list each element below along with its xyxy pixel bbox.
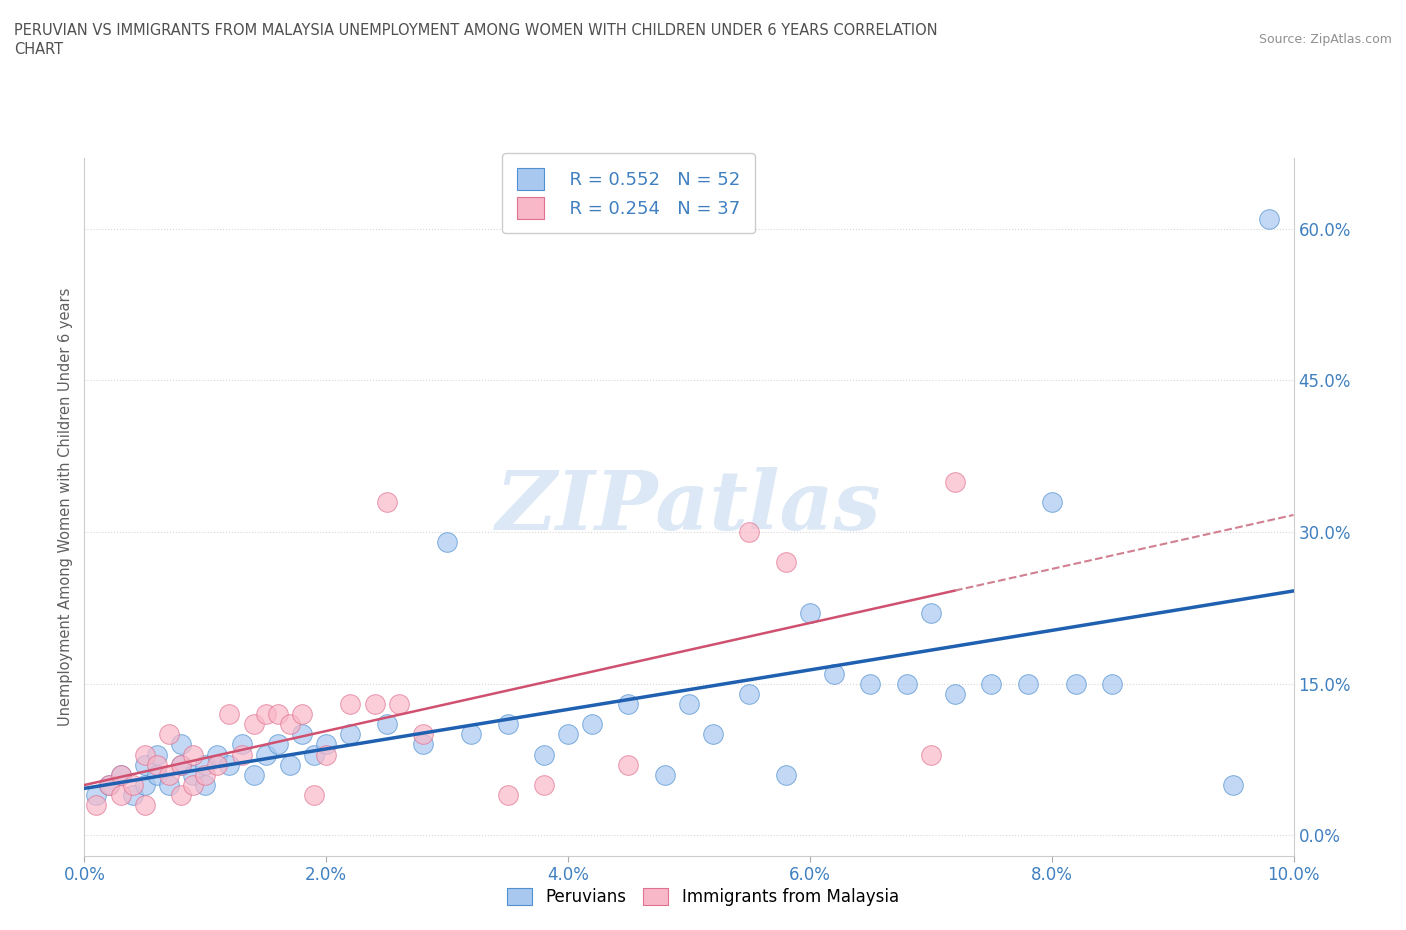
Point: [1017, 676, 1039, 691]
Point: [134, 747, 156, 762]
Point: [194, 767, 217, 782]
Point: [157, 727, 180, 742]
Point: [533, 777, 555, 792]
Point: [315, 737, 337, 751]
Point: [581, 717, 603, 732]
Text: Source: ZipAtlas.com: Source: ZipAtlas.com: [1258, 33, 1392, 46]
Point: [86, 798, 108, 813]
Point: [134, 798, 156, 813]
Point: [1064, 676, 1087, 691]
Point: [412, 727, 434, 742]
Point: [617, 757, 640, 772]
Point: [678, 697, 700, 711]
Legend:   R = 0.552   N = 52,   R = 0.254   N = 37: R = 0.552 N = 52, R = 0.254 N = 37: [502, 153, 755, 233]
Point: [436, 535, 458, 550]
Point: [1101, 676, 1123, 691]
Point: [533, 747, 555, 762]
Point: [617, 697, 640, 711]
Point: [231, 747, 253, 762]
Legend: Peruvians, Immigrants from Malaysia: Peruvians, Immigrants from Malaysia: [501, 881, 905, 912]
Point: [388, 697, 411, 711]
Point: [146, 747, 169, 762]
Point: [654, 767, 676, 782]
Point: [859, 676, 882, 691]
Point: [170, 788, 193, 803]
Point: [181, 777, 204, 792]
Point: [254, 747, 277, 762]
Point: [302, 747, 325, 762]
Point: [278, 757, 301, 772]
Point: [170, 757, 193, 772]
Point: [267, 707, 290, 722]
Point: [943, 686, 966, 701]
Point: [460, 727, 482, 742]
Point: [375, 495, 398, 510]
Point: [496, 717, 519, 732]
Point: [110, 767, 132, 782]
Point: [121, 777, 143, 792]
Point: [181, 747, 204, 762]
Point: [920, 605, 942, 620]
Point: [207, 757, 229, 772]
Point: [134, 757, 156, 772]
Point: [157, 777, 180, 792]
Point: [242, 767, 264, 782]
Point: [181, 767, 204, 782]
Point: [254, 707, 277, 722]
Point: [1222, 777, 1244, 792]
Point: [207, 747, 229, 762]
Point: [339, 697, 361, 711]
Point: [775, 555, 797, 570]
Point: [738, 686, 761, 701]
Point: [291, 707, 314, 722]
Point: [799, 605, 821, 620]
Point: [86, 788, 108, 803]
Point: [134, 777, 156, 792]
Point: [194, 777, 217, 792]
Point: [496, 788, 519, 803]
Point: [557, 727, 579, 742]
Point: [702, 727, 724, 742]
Point: [146, 757, 169, 772]
Point: [170, 737, 193, 751]
Point: [121, 788, 143, 803]
Point: [242, 717, 264, 732]
Point: [97, 777, 120, 792]
Point: [1258, 211, 1281, 226]
Point: [110, 767, 132, 782]
Point: [920, 747, 942, 762]
Point: [980, 676, 1002, 691]
Point: [291, 727, 314, 742]
Point: [896, 676, 918, 691]
Point: [302, 788, 325, 803]
Point: [363, 697, 385, 711]
Text: ZIPatlas: ZIPatlas: [496, 467, 882, 547]
Point: [267, 737, 290, 751]
Point: [110, 788, 132, 803]
Point: [823, 666, 845, 681]
Point: [339, 727, 361, 742]
Point: [738, 525, 761, 539]
Point: [412, 737, 434, 751]
Point: [157, 767, 180, 782]
Point: [375, 717, 398, 732]
Text: PERUVIAN VS IMMIGRANTS FROM MALAYSIA UNEMPLOYMENT AMONG WOMEN WITH CHILDREN UNDE: PERUVIAN VS IMMIGRANTS FROM MALAYSIA UNE…: [14, 23, 938, 38]
Point: [231, 737, 253, 751]
Point: [97, 777, 120, 792]
Point: [775, 767, 797, 782]
Y-axis label: Unemployment Among Women with Children Under 6 years: Unemployment Among Women with Children U…: [58, 287, 73, 726]
Point: [315, 747, 337, 762]
Point: [943, 474, 966, 489]
Point: [194, 757, 217, 772]
Point: [218, 707, 240, 722]
Point: [278, 717, 301, 732]
Point: [218, 757, 240, 772]
Point: [146, 767, 169, 782]
Text: CHART: CHART: [14, 42, 63, 57]
Point: [1040, 495, 1063, 510]
Point: [170, 757, 193, 772]
